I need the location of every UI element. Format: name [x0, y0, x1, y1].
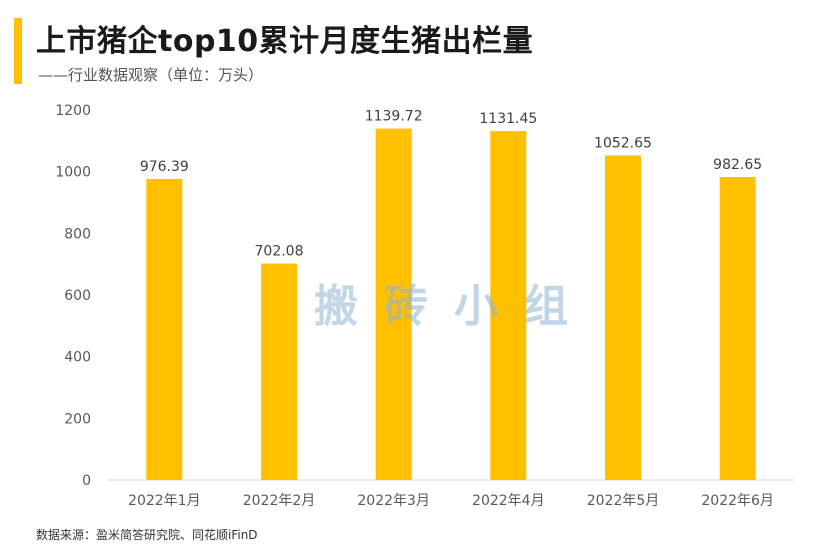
- x-tick-label: 2022年3月: [357, 493, 430, 509]
- bar: [261, 263, 297, 480]
- chart-title: 上市猪企top10累计月度生猪出栏量: [36, 24, 534, 59]
- data-label: 1139.72: [365, 109, 423, 125]
- y-tick-label: 1200: [55, 103, 91, 119]
- y-tick-label: 1000: [55, 165, 91, 181]
- y-tick-label: 800: [64, 226, 91, 242]
- y-tick-label: 400: [64, 350, 91, 366]
- title-accent-bar: [14, 18, 22, 84]
- y-tick-label: 600: [64, 288, 91, 304]
- data-label: 702.08: [255, 244, 304, 260]
- data-label: 982.65: [713, 157, 762, 173]
- data-source: 数据来源：盈米简答研究院、同花顺iFinD: [36, 528, 258, 542]
- x-tick-label: 2022年6月: [701, 493, 774, 509]
- data-label: 1052.65: [594, 135, 652, 151]
- y-tick-label: 0: [82, 473, 91, 489]
- x-tick-label: 2022年4月: [472, 493, 545, 509]
- bar: [146, 178, 183, 480]
- data-label: 976.39: [140, 159, 189, 175]
- x-tick-label: 2022年2月: [243, 493, 316, 509]
- bar: [490, 131, 527, 481]
- x-tick-label: 2022年5月: [587, 493, 660, 509]
- y-tick-label: 200: [64, 411, 91, 427]
- x-tick-label: 2022年1月: [128, 493, 201, 509]
- bar: [605, 155, 641, 480]
- bar: [375, 128, 412, 480]
- bar: [719, 177, 756, 481]
- watermark: 搬砖小组: [314, 281, 594, 332]
- chart-subtitle: ——行业数据观察（单位：万头）: [38, 66, 264, 84]
- data-label: 1131.45: [479, 111, 537, 127]
